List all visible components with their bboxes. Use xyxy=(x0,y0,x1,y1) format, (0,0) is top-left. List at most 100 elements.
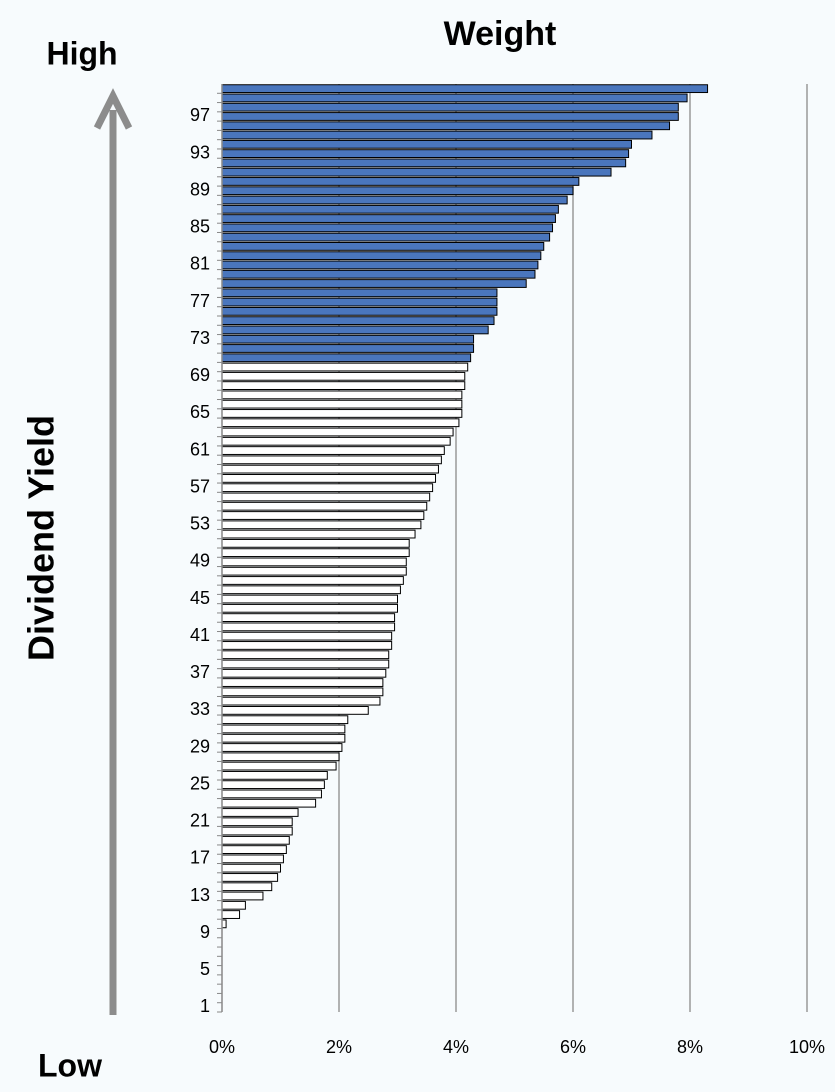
bar xyxy=(221,344,475,353)
bar xyxy=(221,910,241,919)
bar xyxy=(221,538,410,548)
bar xyxy=(221,863,281,873)
bar xyxy=(221,279,527,288)
bar xyxy=(221,362,469,372)
x-tick-label: 2% xyxy=(326,1037,352,1057)
bar xyxy=(221,427,454,437)
y-axis-label: Dividend Yield xyxy=(21,415,62,661)
y-tick-label: 45 xyxy=(190,588,210,608)
x-tick-label: 0% xyxy=(209,1037,235,1057)
bar xyxy=(221,501,428,511)
y-tick-label: 85 xyxy=(190,217,210,237)
bar xyxy=(221,613,396,622)
bar xyxy=(221,659,390,669)
bar xyxy=(221,566,407,576)
arrow-head xyxy=(93,88,133,130)
bar xyxy=(221,223,554,233)
bar xyxy=(221,706,369,715)
bar xyxy=(221,603,398,613)
x-tick-label: 6% xyxy=(560,1037,586,1057)
bar xyxy=(221,594,398,604)
bar xyxy=(221,891,264,901)
bar xyxy=(221,557,407,567)
bar xyxy=(221,371,466,381)
bar xyxy=(221,548,410,558)
bar xyxy=(221,409,463,418)
bar xyxy=(221,511,425,520)
bar xyxy=(221,483,434,493)
bar xyxy=(221,835,290,845)
bar xyxy=(221,297,498,307)
y-tick-label: 57 xyxy=(190,476,210,496)
bar xyxy=(221,845,287,854)
y-tick-label: 93 xyxy=(190,142,210,162)
y-tick-label: 13 xyxy=(190,885,210,905)
y-tick-label: 21 xyxy=(190,811,210,831)
bar xyxy=(221,474,437,483)
y-tick-label: 33 xyxy=(190,699,210,719)
bar xyxy=(221,149,630,158)
bar xyxy=(221,715,349,725)
bar xyxy=(221,418,460,428)
y-tick-label: 17 xyxy=(190,848,210,868)
y-tick-label: 25 xyxy=(190,773,210,793)
bar xyxy=(221,789,322,799)
bar xyxy=(221,854,284,864)
bar xyxy=(221,204,559,214)
bar xyxy=(221,761,337,771)
y-tick-label: 41 xyxy=(190,625,210,645)
bar xyxy=(221,436,451,446)
bar xyxy=(221,641,393,650)
bar xyxy=(221,678,384,687)
bar xyxy=(221,455,442,465)
y-tick-label: 1 xyxy=(200,996,210,1016)
bar xyxy=(221,121,671,131)
y-tick-label: 9 xyxy=(200,922,210,942)
bar xyxy=(221,576,404,585)
y-tick-label: 97 xyxy=(190,105,210,125)
bar xyxy=(221,186,574,196)
y-tick-label: 5 xyxy=(200,959,210,979)
y-tick-label: 61 xyxy=(190,439,210,459)
bar xyxy=(221,650,390,660)
bar xyxy=(221,446,445,455)
bar xyxy=(221,130,653,140)
y-tick-label: 37 xyxy=(190,662,210,682)
bar xyxy=(221,752,340,762)
bar xyxy=(221,381,466,390)
y-tick-label: 77 xyxy=(190,291,210,311)
bar xyxy=(221,770,328,780)
bar xyxy=(221,325,489,335)
y-tick-label: 49 xyxy=(190,551,210,571)
bar xyxy=(221,399,463,409)
bar xyxy=(221,882,273,892)
bar xyxy=(221,817,293,827)
bar xyxy=(221,668,387,678)
bar xyxy=(221,492,431,502)
bar xyxy=(221,585,401,595)
bar xyxy=(221,826,293,836)
bar xyxy=(221,529,416,539)
y-tick-label: 29 xyxy=(190,736,210,756)
bar xyxy=(221,316,495,326)
bar xyxy=(221,334,475,344)
bar xyxy=(221,242,545,251)
bar xyxy=(221,214,556,223)
bar xyxy=(221,139,632,149)
bottom-label: Low xyxy=(38,1047,102,1083)
bar xyxy=(221,102,679,112)
y-tick-label: 81 xyxy=(190,254,210,274)
top-label: High xyxy=(46,35,117,71)
bar xyxy=(221,873,279,882)
chart-title: Weight xyxy=(444,15,557,53)
bar xyxy=(221,390,463,400)
bar xyxy=(221,622,396,632)
bar xyxy=(221,696,381,706)
bar xyxy=(221,464,439,474)
x-tick-label: 4% xyxy=(443,1037,469,1057)
bar xyxy=(221,743,343,752)
bar xyxy=(221,780,325,790)
bar xyxy=(221,260,539,270)
bar xyxy=(221,84,709,94)
